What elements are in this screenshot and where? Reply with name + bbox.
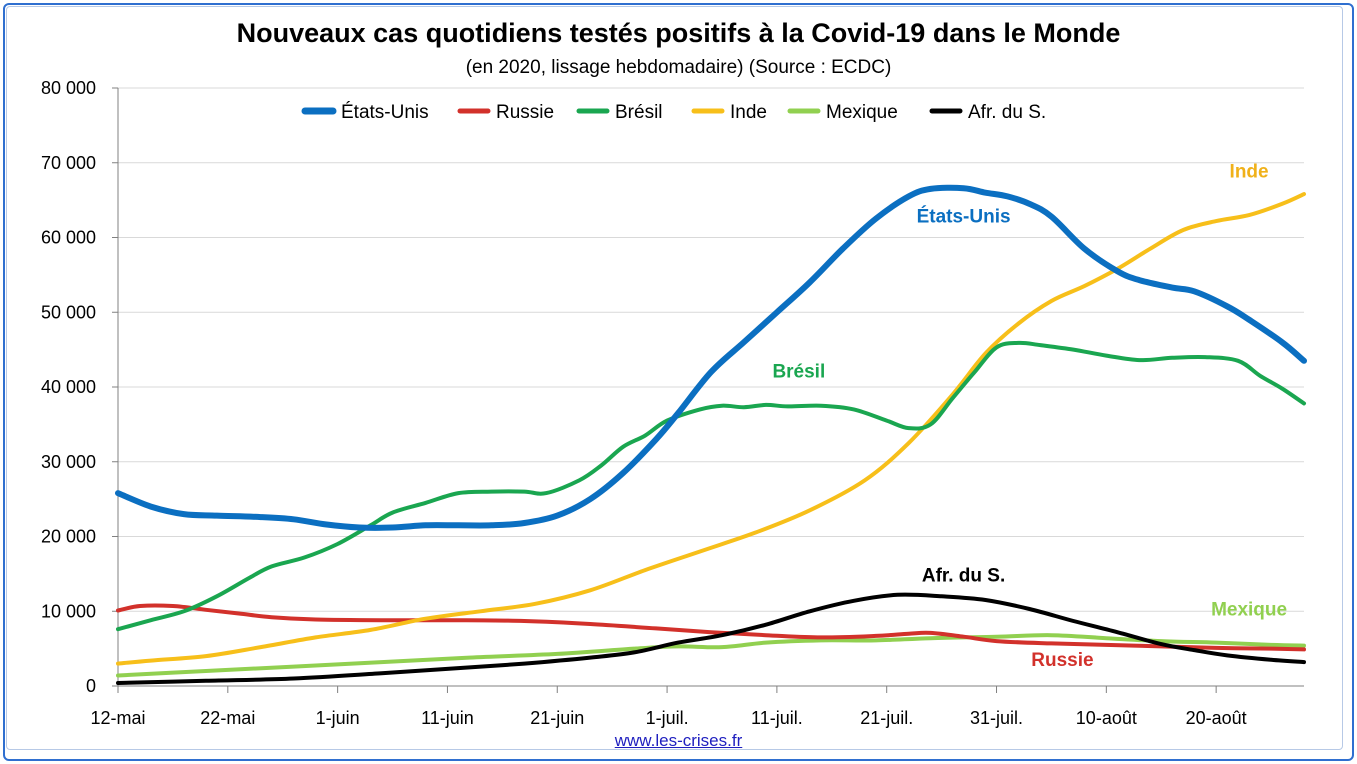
x-tick-label: 11-juin	[421, 708, 474, 728]
y-tick-label: 30 000	[41, 452, 96, 472]
x-tick-label: 1-juil.	[646, 708, 689, 728]
series-annotation: Brésil	[772, 361, 825, 382]
y-tick-label: 40 000	[41, 377, 96, 397]
y-tick-label: 80 000	[41, 78, 96, 98]
series-line-1	[116, 603, 1306, 652]
x-tick-label: 21-juin	[530, 708, 584, 728]
x-tick-label: 1-juin	[316, 708, 360, 728]
series-line-0	[115, 184, 1307, 531]
series-annotations: Inde États-Unis Brésil Afr. du S. Mexique Rus…	[772, 162, 1287, 671]
legend-label: États-Unis	[341, 102, 429, 123]
chart-frame-inner	[6, 6, 1343, 750]
series-line-3	[116, 192, 1306, 666]
source-link[interactable]: www.les-crises.fr	[614, 731, 743, 750]
axes: 0 10 000 20 000 30 000 40 000 50 000 60 000 70 …	[41, 78, 1304, 728]
y-tick-label: 50 000	[41, 302, 96, 322]
chart-title: Nouveaux cas quotidiens testés positifs …	[236, 18, 1121, 48]
series-annotation: États-Unis	[917, 206, 1011, 228]
series-annotation: Afr. du S.	[922, 565, 1005, 586]
series-line-2	[116, 340, 1306, 632]
legend-label: Afr. du S.	[968, 102, 1046, 123]
x-tick-label: 21-juil.	[860, 708, 913, 728]
legend-label: Brésil	[615, 102, 663, 123]
series-annotation: Mexique	[1211, 600, 1287, 621]
y-tick-label: 20 000	[41, 527, 96, 547]
x-tick-label: 31-juil.	[970, 708, 1023, 728]
series-lines	[115, 184, 1307, 685]
series-annotation: Inde	[1230, 162, 1269, 183]
legend-label: Mexique	[826, 102, 898, 123]
gridlines	[118, 87, 1304, 612]
legend-label: Inde	[730, 102, 767, 123]
series-line-5	[116, 592, 1306, 685]
y-tick-label: 10 000	[41, 601, 96, 621]
x-tick-label: 11-juil.	[751, 708, 803, 728]
legend-label: Russie	[496, 102, 554, 123]
y-tick-label: 70 000	[41, 153, 96, 173]
x-tick-label: 10-août	[1076, 708, 1137, 728]
x-tick-label: 12-mai	[90, 708, 145, 728]
series-annotation: Russie	[1031, 650, 1093, 671]
x-tick-label: 22-mai	[200, 708, 255, 728]
y-tick-label: 0	[86, 676, 96, 696]
y-tick-label: 60 000	[41, 228, 96, 248]
chart-subtitle: (en 2020, lissage hebdomadaire) (Source …	[465, 57, 892, 78]
x-tick-label: 20-août	[1186, 708, 1247, 728]
legend: États-Unis Russie Brésil Inde Mexique Afr. du…	[301, 102, 1046, 123]
